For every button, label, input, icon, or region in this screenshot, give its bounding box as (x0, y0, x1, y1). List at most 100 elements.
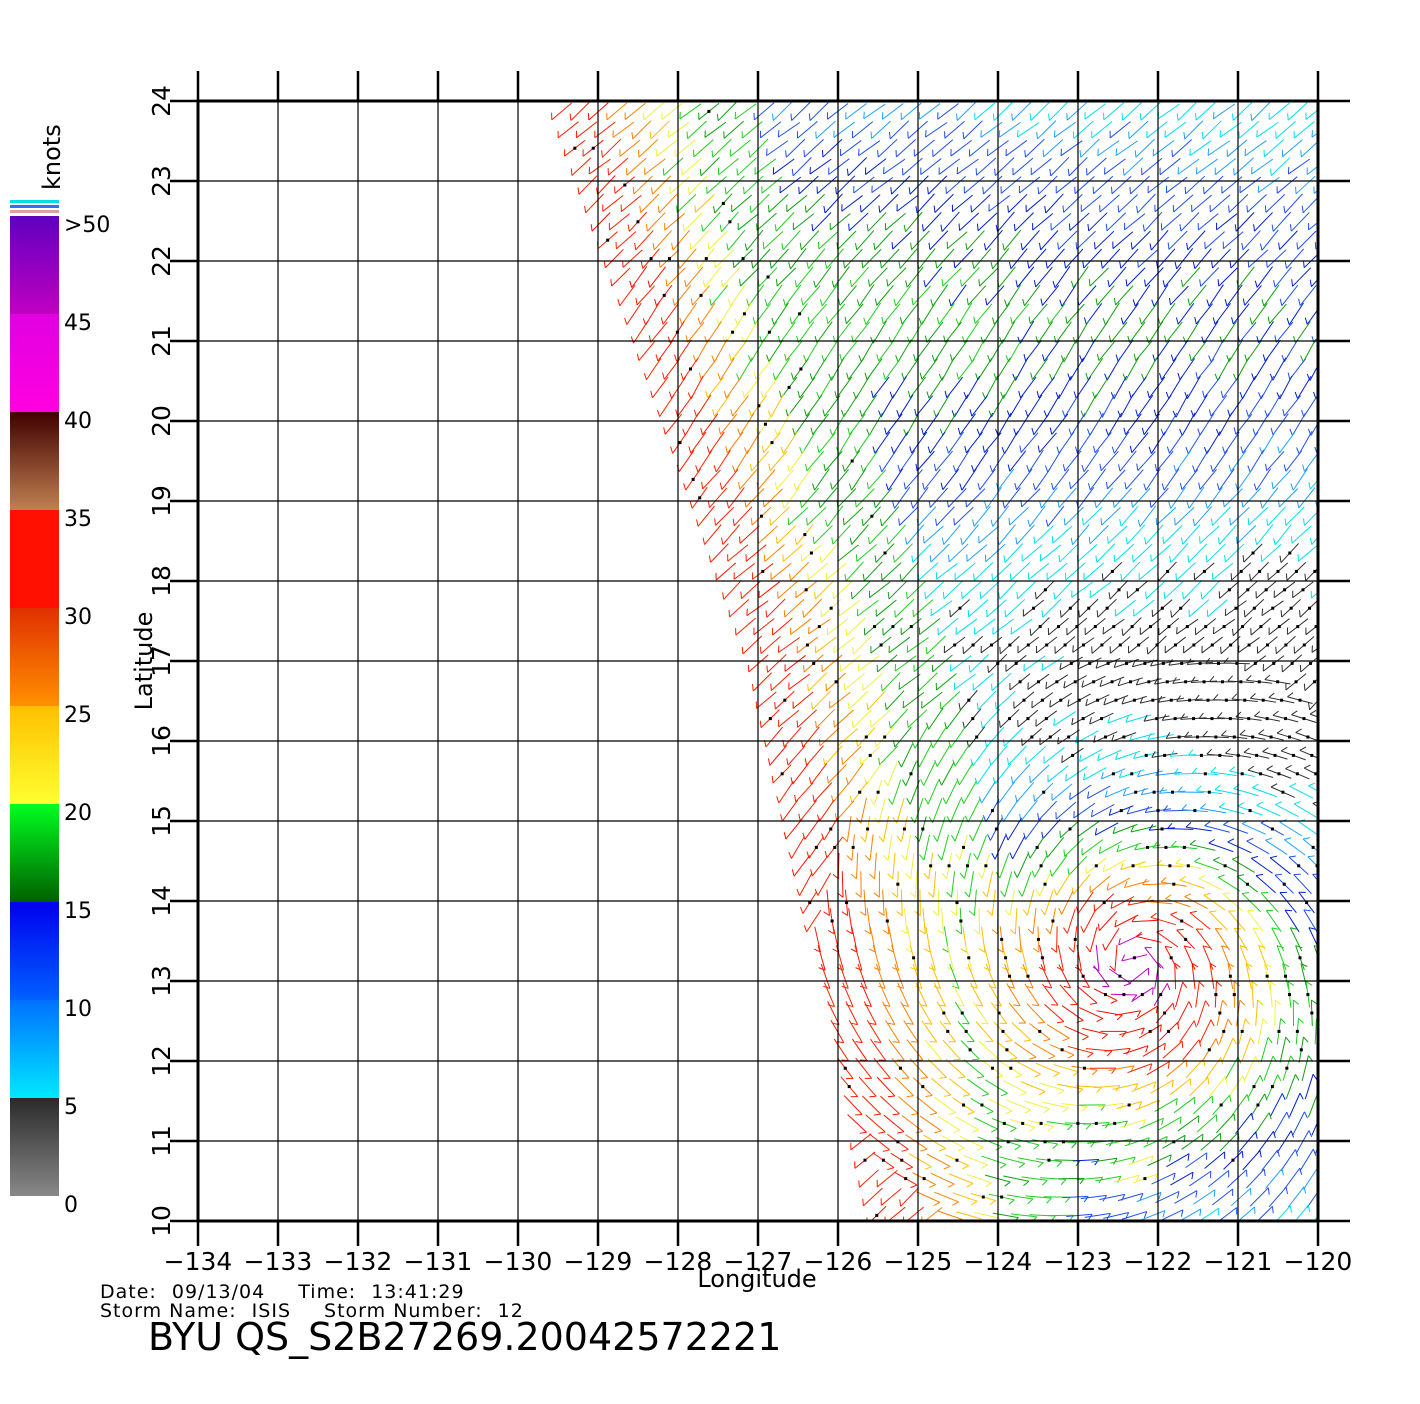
wind-barb (928, 1059, 946, 1077)
wind-barb-flag (929, 817, 933, 823)
wind-barb-flag (792, 869, 794, 876)
wind-barb (1198, 213, 1218, 230)
wind-barb (1280, 231, 1298, 250)
wind-barb-flag (1285, 518, 1286, 525)
wind-barb-flag (1181, 714, 1185, 720)
wind-barb-flag (656, 354, 658, 361)
wind-barb-flag (767, 665, 768, 672)
wind-barb-flag (969, 665, 970, 672)
wind-barb-flag (1286, 573, 1287, 580)
wind-barb-flag (1257, 802, 1263, 805)
wind-barb (1319, 964, 1325, 989)
rain-flag-dot (1233, 993, 1236, 996)
wind-barb (1243, 231, 1260, 250)
wind-barb-flag (1296, 729, 1302, 733)
wind-barb-flag (761, 391, 763, 398)
wind-barb-flag (1072, 1143, 1077, 1148)
wind-barb-flag (650, 132, 651, 139)
wind-barb-flag (664, 427, 665, 434)
wind-barb-flag (641, 262, 642, 269)
wind-barb (869, 1134, 889, 1150)
wind-barb-flag (860, 205, 861, 212)
wind-barb (1245, 141, 1266, 156)
wind-barb-flag (808, 684, 809, 691)
wind-barb-flag (1228, 410, 1230, 417)
rain-flag-dot (1312, 846, 1315, 849)
wind-barb-flag (1130, 446, 1132, 453)
wind-barb-flag (1129, 132, 1130, 139)
wind-barb-flag (1029, 1127, 1035, 1131)
wind-barb (1146, 525, 1163, 544)
wind-barb (834, 710, 853, 727)
rain-flag-dot (1163, 754, 1166, 757)
wind-barb (907, 1040, 923, 1060)
wind-barb-flag (826, 684, 827, 691)
wind-barb-flag (1299, 299, 1301, 306)
wind-barb-flag (1084, 317, 1086, 324)
wind-barb (916, 871, 917, 897)
colorbar-band (10, 216, 59, 314)
rain-flag-dot (1041, 956, 1044, 959)
wind-barb (1122, 562, 1140, 581)
wind-barb-flag (1209, 409, 1211, 416)
wind-barb-flag (1053, 281, 1055, 288)
wind-barb-flag (901, 855, 906, 860)
rain-flag-dot (1082, 717, 1085, 720)
wind-barb (1299, 431, 1312, 454)
wind-barb-flag (1142, 374, 1145, 380)
wind-barb-flag (824, 758, 825, 765)
wind-barb-flag (1121, 574, 1122, 581)
rain-flag-dot (1070, 662, 1073, 665)
wind-barb (924, 84, 943, 102)
wind-barb-flag (804, 925, 806, 932)
rain-flag-dot (1265, 588, 1268, 591)
wind-barb (967, 1079, 988, 1094)
wind-barb (1306, 103, 1326, 119)
rain-flag-dot (966, 864, 969, 867)
wind-barb-flag (1205, 822, 1211, 826)
wind-barb-flag (1287, 1112, 1290, 1119)
wind-barb (616, 232, 635, 249)
wind-barb-flag (1071, 281, 1073, 288)
wind-barb (1250, 1188, 1268, 1207)
rain-flag-dot (1199, 662, 1202, 665)
wind-barb-flag (991, 262, 993, 269)
wind-barb (1151, 917, 1176, 924)
wind-barb (1073, 525, 1090, 545)
wind-barb (1181, 84, 1201, 101)
wind-barb (1090, 469, 1105, 490)
wind-barb-flag (963, 132, 964, 139)
rain-flag-dot (869, 754, 872, 757)
wind-barb-flag (963, 1095, 970, 1097)
wind-barb (1108, 413, 1121, 435)
wind-barb-flag (1070, 482, 1071, 489)
wind-barb (1127, 525, 1145, 544)
wind-barb (632, 266, 647, 287)
wind-barb (800, 873, 812, 896)
rain-flag-dot (623, 184, 626, 187)
rain-flag-dot (1220, 1104, 1223, 1107)
wind-barb-flag (673, 299, 675, 306)
wind-barb (863, 249, 881, 267)
wind-barb-flag (769, 205, 770, 212)
wind-barb-flag (1029, 1057, 1036, 1059)
rain-flag-dot (1069, 828, 1072, 831)
wind-barb-flag (1081, 926, 1084, 932)
wind-barb-flag (878, 150, 879, 157)
wind-barb-flag (965, 892, 970, 897)
wind-barb-flag (1268, 1037, 1272, 1043)
wind-barb (1043, 599, 1061, 617)
wind-barb (942, 835, 949, 860)
wind-barb-flag (1295, 392, 1297, 399)
wind-barb (1116, 286, 1133, 305)
wind-barb-flag (712, 150, 713, 157)
wind-barb (785, 599, 804, 617)
wind-barb-flag (1047, 1198, 1052, 1203)
wind-barb (1033, 214, 1053, 231)
wind-barb (1010, 890, 1014, 916)
wind-barb (680, 104, 701, 119)
wind-barb-flag (1242, 893, 1249, 894)
wind-barb (881, 395, 894, 417)
wind-barb-flag (1164, 592, 1165, 599)
wind-barb-flag (1144, 484, 1146, 491)
